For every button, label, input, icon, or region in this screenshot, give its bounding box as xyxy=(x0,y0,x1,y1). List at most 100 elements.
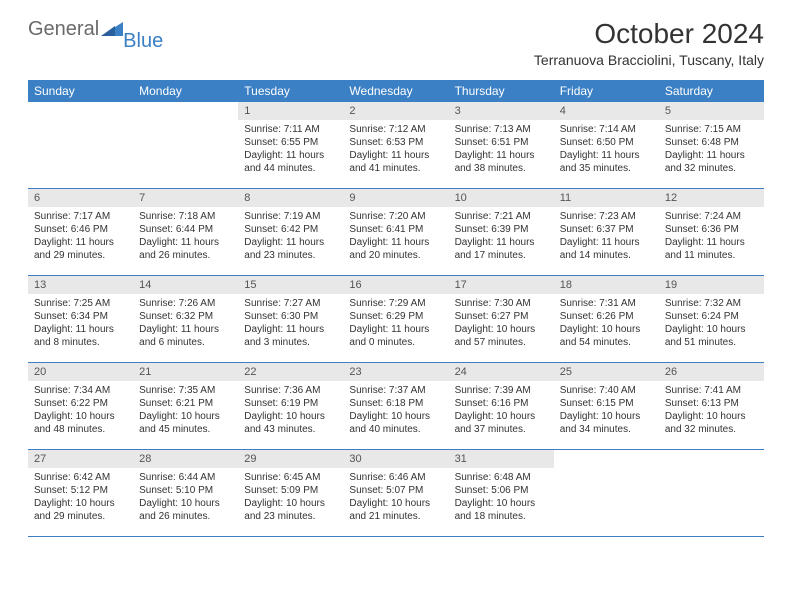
day-number: 12 xyxy=(659,189,764,207)
day-cell: 29Sunrise: 6:45 AMSunset: 5:09 PMDayligh… xyxy=(238,450,343,536)
dl1-text: Daylight: 10 hours xyxy=(349,410,442,423)
sunrise-text: Sunrise: 7:21 AM xyxy=(455,210,548,223)
day-cell: 1Sunrise: 7:11 AMSunset: 6:55 PMDaylight… xyxy=(238,102,343,188)
sunset-text: Sunset: 6:41 PM xyxy=(349,223,442,236)
dl2-text: and 14 minutes. xyxy=(560,249,653,262)
sunrise-text: Sunrise: 7:11 AM xyxy=(244,123,337,136)
sunrise-text: Sunrise: 7:23 AM xyxy=(560,210,653,223)
dl1-text: Daylight: 11 hours xyxy=(455,149,548,162)
day-number: 24 xyxy=(449,363,554,381)
day-cell: 6Sunrise: 7:17 AMSunset: 6:46 PMDaylight… xyxy=(28,189,133,275)
day-number: 26 xyxy=(659,363,764,381)
calendar: Sunday Monday Tuesday Wednesday Thursday… xyxy=(28,80,764,537)
day-cell: 3Sunrise: 7:13 AMSunset: 6:51 PMDaylight… xyxy=(449,102,554,188)
sunrise-text: Sunrise: 7:12 AM xyxy=(349,123,442,136)
sunset-text: Sunset: 6:27 PM xyxy=(455,310,548,323)
dl1-text: Daylight: 11 hours xyxy=(349,236,442,249)
dl2-text: and 32 minutes. xyxy=(665,162,758,175)
week-row: 20Sunrise: 7:34 AMSunset: 6:22 PMDayligh… xyxy=(28,363,764,450)
dl1-text: Daylight: 11 hours xyxy=(34,236,127,249)
day-number: 2 xyxy=(343,102,448,120)
logo: General Blue xyxy=(28,18,165,41)
day-cell: 27Sunrise: 6:42 AMSunset: 5:12 PMDayligh… xyxy=(28,450,133,536)
week-row: 1Sunrise: 7:11 AMSunset: 6:55 PMDaylight… xyxy=(28,102,764,189)
sunset-text: Sunset: 5:07 PM xyxy=(349,484,442,497)
sunset-text: Sunset: 5:12 PM xyxy=(34,484,127,497)
day-cell: 11Sunrise: 7:23 AMSunset: 6:37 PMDayligh… xyxy=(554,189,659,275)
day-content: Sunrise: 7:11 AMSunset: 6:55 PMDaylight:… xyxy=(238,120,343,178)
day-number: 27 xyxy=(28,450,133,468)
week-row: 13Sunrise: 7:25 AMSunset: 6:34 PMDayligh… xyxy=(28,276,764,363)
logo-text-general: General xyxy=(28,18,99,41)
dl1-text: Daylight: 10 hours xyxy=(244,497,337,510)
day-number: 31 xyxy=(449,450,554,468)
sunrise-text: Sunrise: 7:37 AM xyxy=(349,384,442,397)
day-number: 23 xyxy=(343,363,448,381)
day-content: Sunrise: 7:19 AMSunset: 6:42 PMDaylight:… xyxy=(238,207,343,265)
day-content: Sunrise: 7:39 AMSunset: 6:16 PMDaylight:… xyxy=(449,381,554,439)
day-number: 7 xyxy=(133,189,238,207)
dl2-text: and 23 minutes. xyxy=(244,249,337,262)
day-content: Sunrise: 7:18 AMSunset: 6:44 PMDaylight:… xyxy=(133,207,238,265)
sunset-text: Sunset: 6:16 PM xyxy=(455,397,548,410)
sunrise-text: Sunrise: 6:44 AM xyxy=(139,471,232,484)
sunset-text: Sunset: 6:55 PM xyxy=(244,136,337,149)
day-content: Sunrise: 7:29 AMSunset: 6:29 PMDaylight:… xyxy=(343,294,448,352)
day-content: Sunrise: 7:32 AMSunset: 6:24 PMDaylight:… xyxy=(659,294,764,352)
dl1-text: Daylight: 11 hours xyxy=(34,323,127,336)
sunrise-text: Sunrise: 7:34 AM xyxy=(34,384,127,397)
dl2-text: and 23 minutes. xyxy=(244,510,337,523)
day-number: 15 xyxy=(238,276,343,294)
title-block: October 2024 Terranuova Bracciolini, Tus… xyxy=(534,18,764,68)
day-number: 20 xyxy=(28,363,133,381)
dl1-text: Daylight: 11 hours xyxy=(665,236,758,249)
day-number: 1 xyxy=(238,102,343,120)
day-number: 11 xyxy=(554,189,659,207)
dl2-text: and 0 minutes. xyxy=(349,336,442,349)
dl1-text: Daylight: 11 hours xyxy=(244,149,337,162)
sunrise-text: Sunrise: 7:27 AM xyxy=(244,297,337,310)
dl1-text: Daylight: 10 hours xyxy=(349,497,442,510)
dl2-text: and 43 minutes. xyxy=(244,423,337,436)
sunrise-text: Sunrise: 7:40 AM xyxy=(560,384,653,397)
day-content: Sunrise: 7:14 AMSunset: 6:50 PMDaylight:… xyxy=(554,120,659,178)
dl2-text: and 29 minutes. xyxy=(34,249,127,262)
sunrise-text: Sunrise: 7:35 AM xyxy=(139,384,232,397)
dl1-text: Daylight: 10 hours xyxy=(560,323,653,336)
dl2-text: and 11 minutes. xyxy=(665,249,758,262)
dl1-text: Daylight: 11 hours xyxy=(244,323,337,336)
sunset-text: Sunset: 6:19 PM xyxy=(244,397,337,410)
sunset-text: Sunset: 6:44 PM xyxy=(139,223,232,236)
day-content: Sunrise: 7:30 AMSunset: 6:27 PMDaylight:… xyxy=(449,294,554,352)
day-content: Sunrise: 6:45 AMSunset: 5:09 PMDaylight:… xyxy=(238,468,343,526)
day-number: 4 xyxy=(554,102,659,120)
header: General Blue October 2024 Terranuova Bra… xyxy=(0,0,792,72)
day-cell xyxy=(659,450,764,536)
sunrise-text: Sunrise: 7:39 AM xyxy=(455,384,548,397)
dl2-text: and 21 minutes. xyxy=(349,510,442,523)
sunrise-text: Sunrise: 7:14 AM xyxy=(560,123,653,136)
day-content: Sunrise: 6:48 AMSunset: 5:06 PMDaylight:… xyxy=(449,468,554,526)
dl2-text: and 17 minutes. xyxy=(455,249,548,262)
dl1-text: Daylight: 11 hours xyxy=(244,236,337,249)
dl1-text: Daylight: 10 hours xyxy=(139,410,232,423)
dl2-text: and 34 minutes. xyxy=(560,423,653,436)
day-number: 19 xyxy=(659,276,764,294)
day-content: Sunrise: 7:17 AMSunset: 6:46 PMDaylight:… xyxy=(28,207,133,265)
day-cell: 2Sunrise: 7:12 AMSunset: 6:53 PMDaylight… xyxy=(343,102,448,188)
day-content: Sunrise: 7:36 AMSunset: 6:19 PMDaylight:… xyxy=(238,381,343,439)
day-cell: 23Sunrise: 7:37 AMSunset: 6:18 PMDayligh… xyxy=(343,363,448,449)
day-cell: 10Sunrise: 7:21 AMSunset: 6:39 PMDayligh… xyxy=(449,189,554,275)
dl1-text: Daylight: 10 hours xyxy=(244,410,337,423)
sunrise-text: Sunrise: 7:32 AM xyxy=(665,297,758,310)
sunrise-text: Sunrise: 7:41 AM xyxy=(665,384,758,397)
dl2-text: and 18 minutes. xyxy=(455,510,548,523)
sunset-text: Sunset: 6:30 PM xyxy=(244,310,337,323)
sunset-text: Sunset: 6:39 PM xyxy=(455,223,548,236)
day-cell xyxy=(554,450,659,536)
month-title: October 2024 xyxy=(534,18,764,50)
day-number: 30 xyxy=(343,450,448,468)
sunrise-text: Sunrise: 7:30 AM xyxy=(455,297,548,310)
day-cell: 20Sunrise: 7:34 AMSunset: 6:22 PMDayligh… xyxy=(28,363,133,449)
dl1-text: Daylight: 10 hours xyxy=(455,410,548,423)
